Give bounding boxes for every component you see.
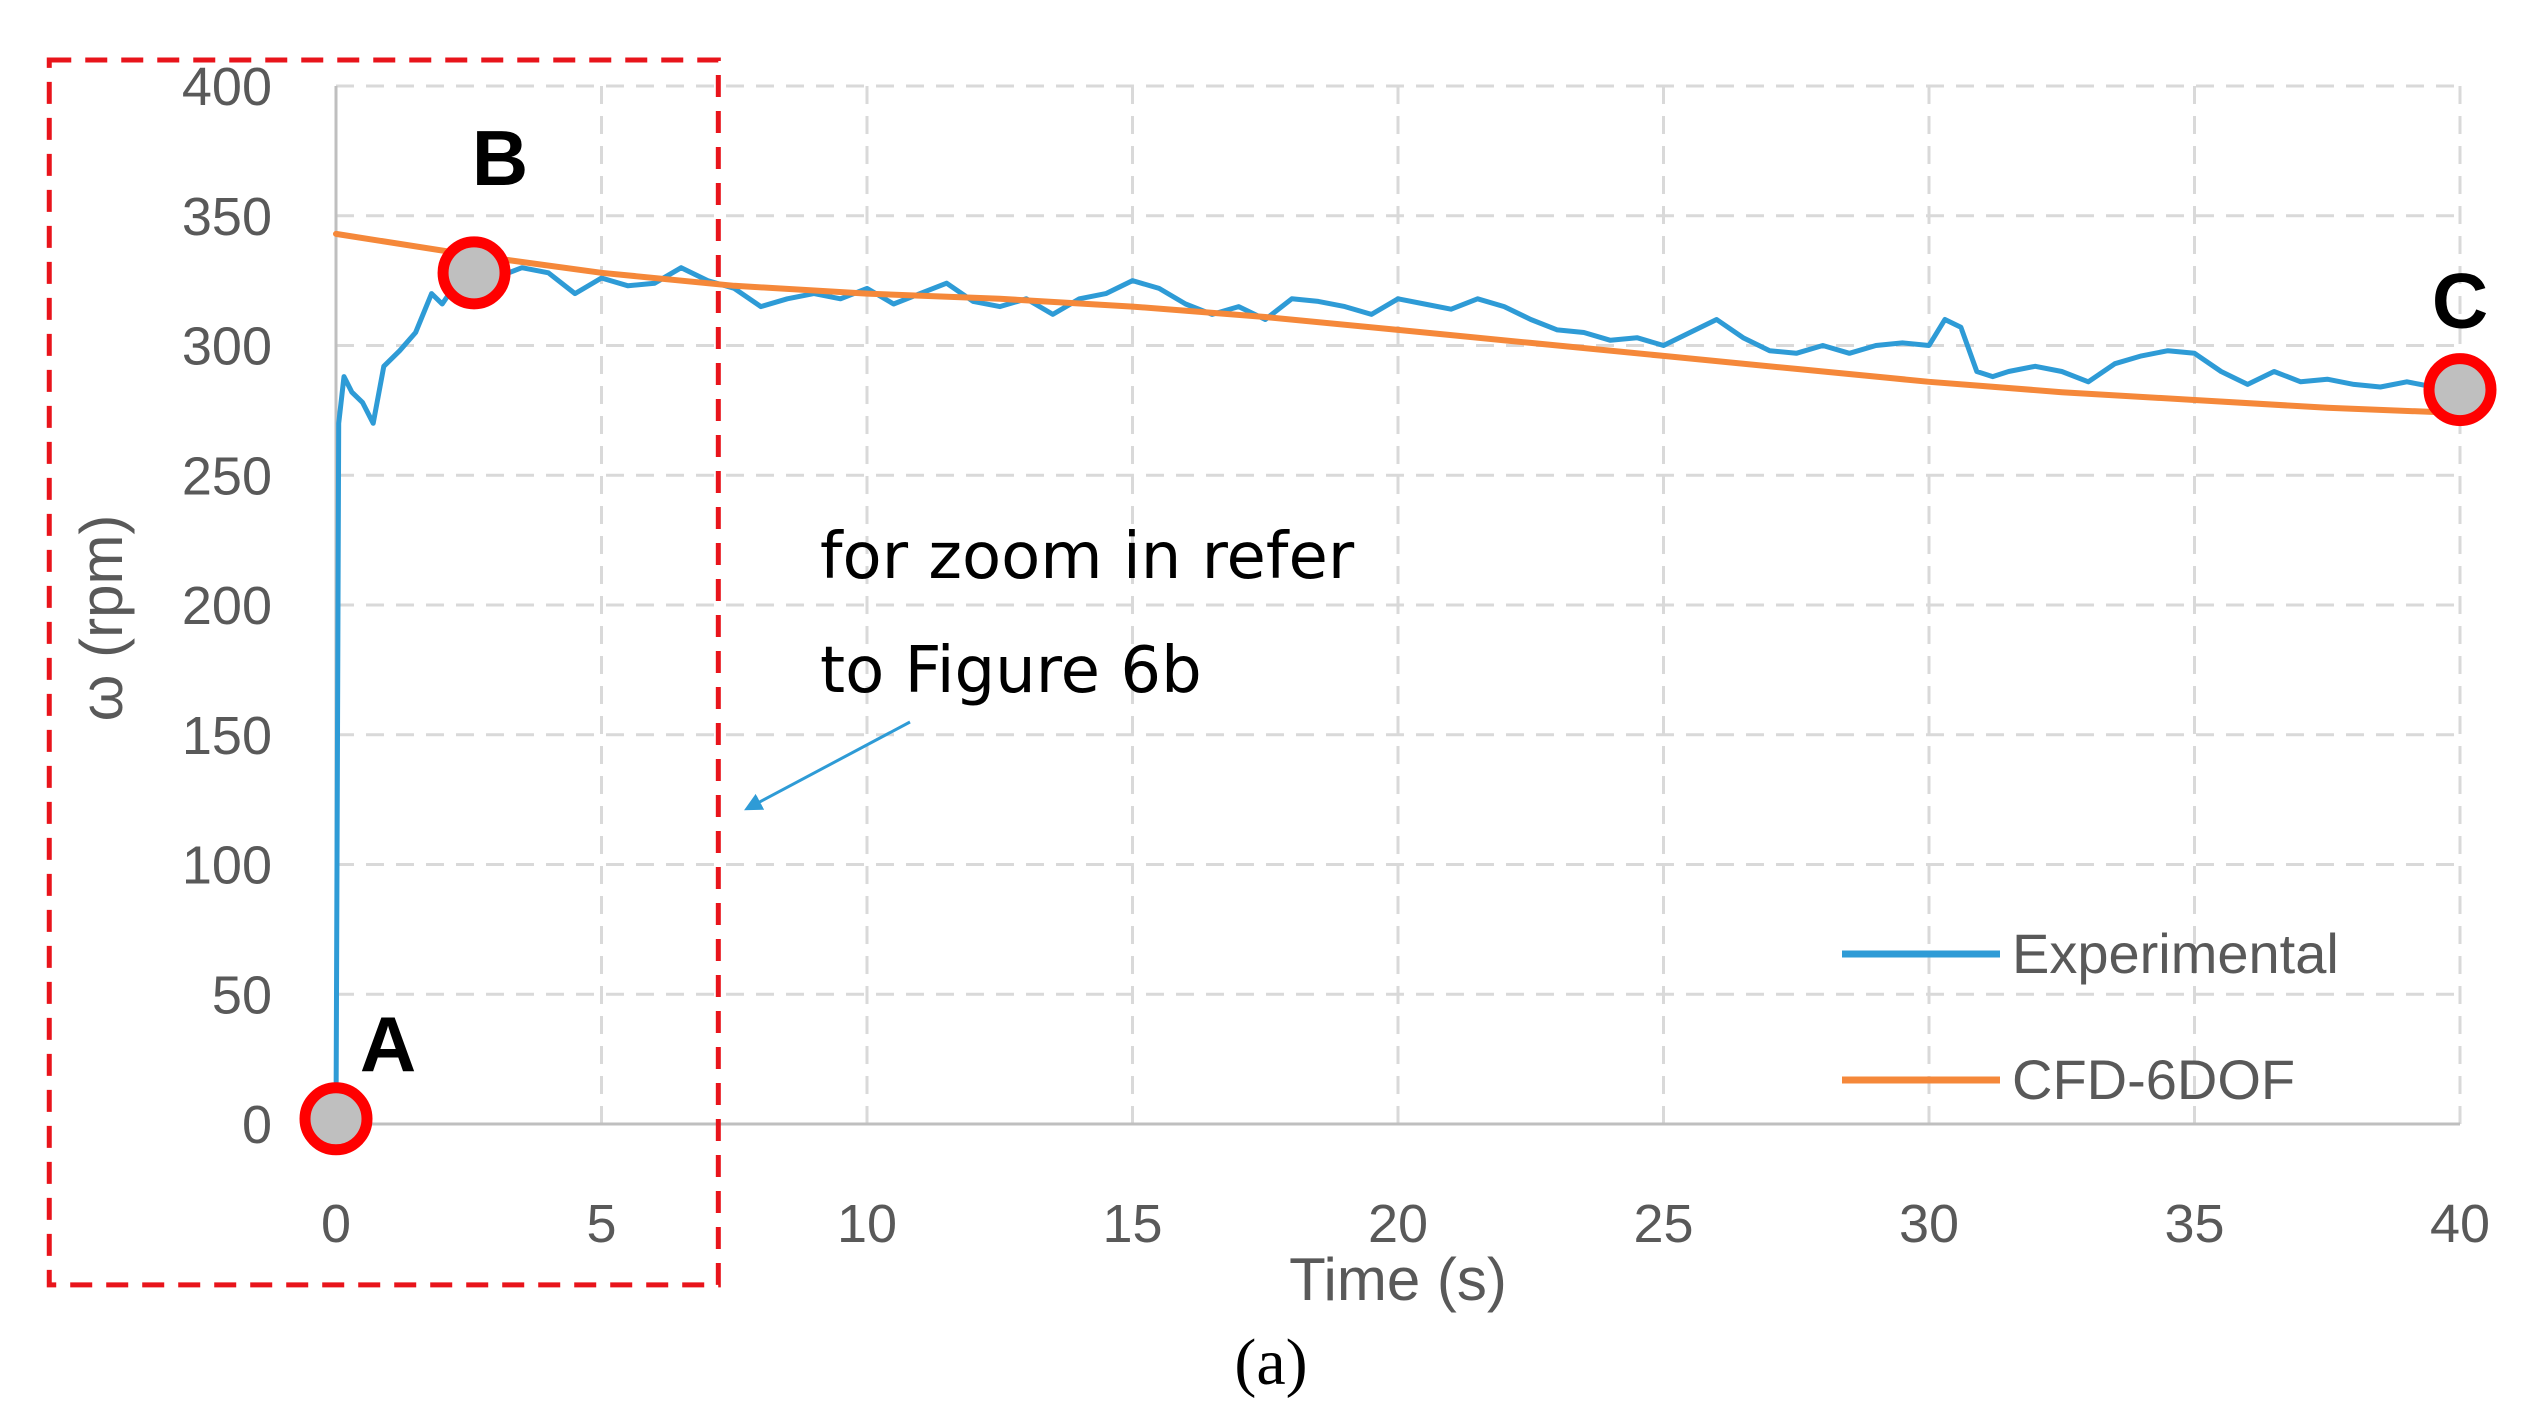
legend-label: CFD-6DOF — [2012, 1048, 2295, 1111]
y-axis-title: ω (rpm) — [68, 515, 135, 722]
y-tick-label: 100 — [182, 836, 272, 896]
x-tick-label: 10 — [837, 1194, 897, 1254]
point-marker-a — [299, 1082, 373, 1156]
y-tick-label: 200 — [182, 576, 272, 636]
x-tick-label: 35 — [2164, 1194, 2224, 1254]
point-label-c: C — [2432, 257, 2488, 345]
y-tick-label: 0 — [242, 1095, 272, 1155]
y-tick-label: 50 — [212, 965, 272, 1025]
x-tick-label: 30 — [1899, 1194, 1959, 1254]
point-marker-b — [437, 236, 511, 310]
x-axis-title: Time (s) — [1289, 1246, 1507, 1313]
x-tick-label: 15 — [1102, 1194, 1162, 1254]
y-tick-label: 350 — [182, 187, 272, 247]
series-cfd-6dof-line — [333, 230, 2463, 416]
series-experimental-line — [333, 265, 2463, 1127]
y-tick-label: 300 — [182, 317, 272, 377]
zoom-note-line-2: to Figure 6b — [820, 634, 1202, 708]
zoom-note-line-1: for zoom in refer — [820, 520, 1355, 594]
x-tick-label: 5 — [586, 1194, 616, 1254]
point-label-b: B — [472, 114, 528, 202]
zoom-region-box — [46, 57, 721, 1288]
zoom-note-arrow — [744, 720, 911, 811]
x-tick-label: 0 — [321, 1194, 351, 1254]
x-tick-label: 40 — [2430, 1194, 2490, 1254]
point-marker-c — [2423, 353, 2497, 427]
legend-label: Experimental — [2012, 922, 2339, 985]
y-tick-label: 400 — [182, 57, 272, 117]
x-tick-label: 20 — [1368, 1194, 1428, 1254]
point-label-a: A — [360, 1000, 416, 1088]
y-tick-label: 150 — [182, 706, 272, 766]
figure-caption: (a) — [1234, 1326, 1307, 1399]
x-tick-label: 25 — [1633, 1194, 1693, 1254]
y-tick-label: 250 — [182, 446, 272, 506]
